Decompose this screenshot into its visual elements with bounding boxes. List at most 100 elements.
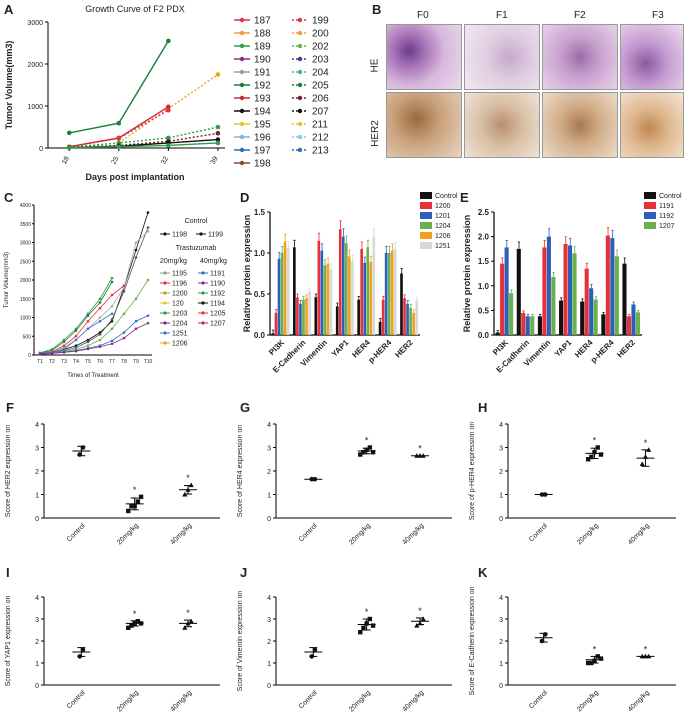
bar-1191-E-Cadherin [521, 312, 526, 335]
bar-1192-PI3K [504, 247, 509, 335]
significance-star: * [418, 606, 422, 616]
category-label: 40mg/kg [401, 522, 425, 546]
bar-Control-HER4 [580, 301, 585, 335]
legend-marker [297, 134, 303, 140]
legend-label: 1206 [435, 233, 451, 240]
bar-1251-HER2 [415, 300, 418, 335]
category-label: Control [298, 522, 319, 543]
score-plot-p-her4: 0 1 2 3 4 Score of p-HER4 expression on Contro… [469, 422, 676, 546]
bar-1206-HER2 [412, 312, 415, 335]
data-point-1195 [98, 316, 102, 319]
category-label: Control [528, 522, 549, 543]
significance-star: * [418, 444, 422, 454]
legend-marker [163, 271, 167, 275]
bar-Control-HER2 [622, 263, 627, 335]
data-point [364, 621, 369, 626]
data-point-1199 [98, 333, 102, 336]
legend-marker [239, 56, 245, 62]
y-tick-label: 1 [35, 661, 39, 668]
bar-1206-HER4 [369, 262, 373, 335]
data-point-1191 [146, 314, 150, 317]
bar-1251-PI3K [286, 248, 290, 335]
data-point [595, 654, 600, 659]
data-point [185, 620, 191, 626]
data-point [598, 452, 604, 457]
data-point [77, 452, 83, 457]
legend-label: 205 [312, 81, 329, 92]
her2-f0-image [386, 92, 462, 158]
data-point-1205 [62, 351, 66, 354]
y-tick-label: 2 [35, 469, 39, 476]
her2-f2-image [542, 92, 618, 158]
series-line-1195 [39, 230, 149, 354]
bar-1206-Vimentin [326, 263, 330, 335]
data-point-1203 [62, 340, 66, 344]
data-point-1251 [98, 319, 102, 323]
legend-swatch [644, 192, 656, 199]
y-tick-label: 0.0 [254, 331, 266, 340]
data-point-1205 [134, 327, 138, 331]
category-label: 20mg/kg [116, 522, 140, 546]
legend-marker [201, 281, 205, 285]
data-point-1192 [86, 344, 90, 347]
y-tick-label: 4 [499, 422, 503, 429]
legend-marker [163, 281, 167, 285]
legend-marker [163, 301, 167, 305]
y-tick-label: 0.5 [478, 306, 490, 315]
panel-letter-i: I [6, 565, 10, 580]
y-tick-label: 4 [267, 595, 271, 602]
legend-label: 188 [254, 29, 271, 40]
y-tick-label: 1 [499, 661, 503, 668]
data-point-1203 [98, 301, 102, 304]
category-label: PI3K [491, 338, 510, 357]
data-point-1195 [134, 241, 138, 244]
data-point-1200 [86, 319, 90, 323]
legend-label: 212 [312, 133, 329, 144]
bar-1201-HER4 [363, 262, 367, 335]
bar-Control-Vimentin [537, 316, 542, 335]
y-tick-label: 0 [39, 146, 43, 153]
bar-1251-Vimentin [329, 269, 333, 335]
legend-label: 1198 [172, 232, 187, 239]
y-tick-label: 0 [35, 516, 39, 523]
y-axis-label: Tumor Volume(mm3) [4, 41, 14, 130]
data-point-1200 [122, 284, 126, 287]
he-f2-image [542, 24, 618, 90]
y-tick-label: 2000 [20, 278, 31, 284]
legend-label: 199 [312, 16, 329, 27]
significance-star: * [593, 436, 597, 446]
data-point-1205 [38, 352, 42, 356]
x-tick-label: T1 [37, 359, 43, 365]
bar-1201-E-Cadherin [299, 303, 302, 335]
series-line-205 [69, 126, 219, 148]
legend-label: 1251 [435, 243, 451, 250]
score-plot-her4: 0 1 2 3 4 Score of HER4 expression on Control 2… [237, 422, 452, 546]
data-point-1205 [122, 336, 126, 340]
data-point-189 [116, 144, 122, 150]
legend-label: 1192 [659, 213, 674, 220]
y-tick-label: 1.0 [478, 282, 490, 291]
legend-label: 1190 [210, 281, 225, 288]
y-tick-label: 4 [35, 595, 39, 602]
legend-label: Control [435, 193, 458, 200]
series-line-1199 [39, 227, 149, 354]
data-point-189 [66, 145, 72, 150]
legend-label: 1195 [172, 271, 187, 278]
bar-1207-HER2 [635, 312, 641, 335]
x-axis-label: Times of Treatment [67, 373, 119, 379]
legend-marker [239, 121, 245, 127]
data-point-1192 [122, 312, 126, 316]
data-point-1203 [86, 314, 90, 317]
data-point-1205 [50, 352, 54, 355]
data-point-1192 [134, 297, 138, 301]
data-point-193 [166, 104, 171, 110]
y-axis-label: Score of YAP1 expression on [5, 595, 12, 686]
bar-Control-p-HER4 [378, 321, 382, 335]
data-point [370, 450, 376, 455]
legend-label: 197 [254, 146, 271, 157]
legend-marker [201, 271, 205, 275]
legend-label: 1205 [210, 311, 226, 318]
legend-marker [239, 43, 245, 49]
protein-expression-chart-e: 0.0 0.5 1.0 1.5 2.0 2.5 Relative protein expre… [462, 192, 682, 375]
bar-1206-E-Cadherin [305, 298, 308, 335]
